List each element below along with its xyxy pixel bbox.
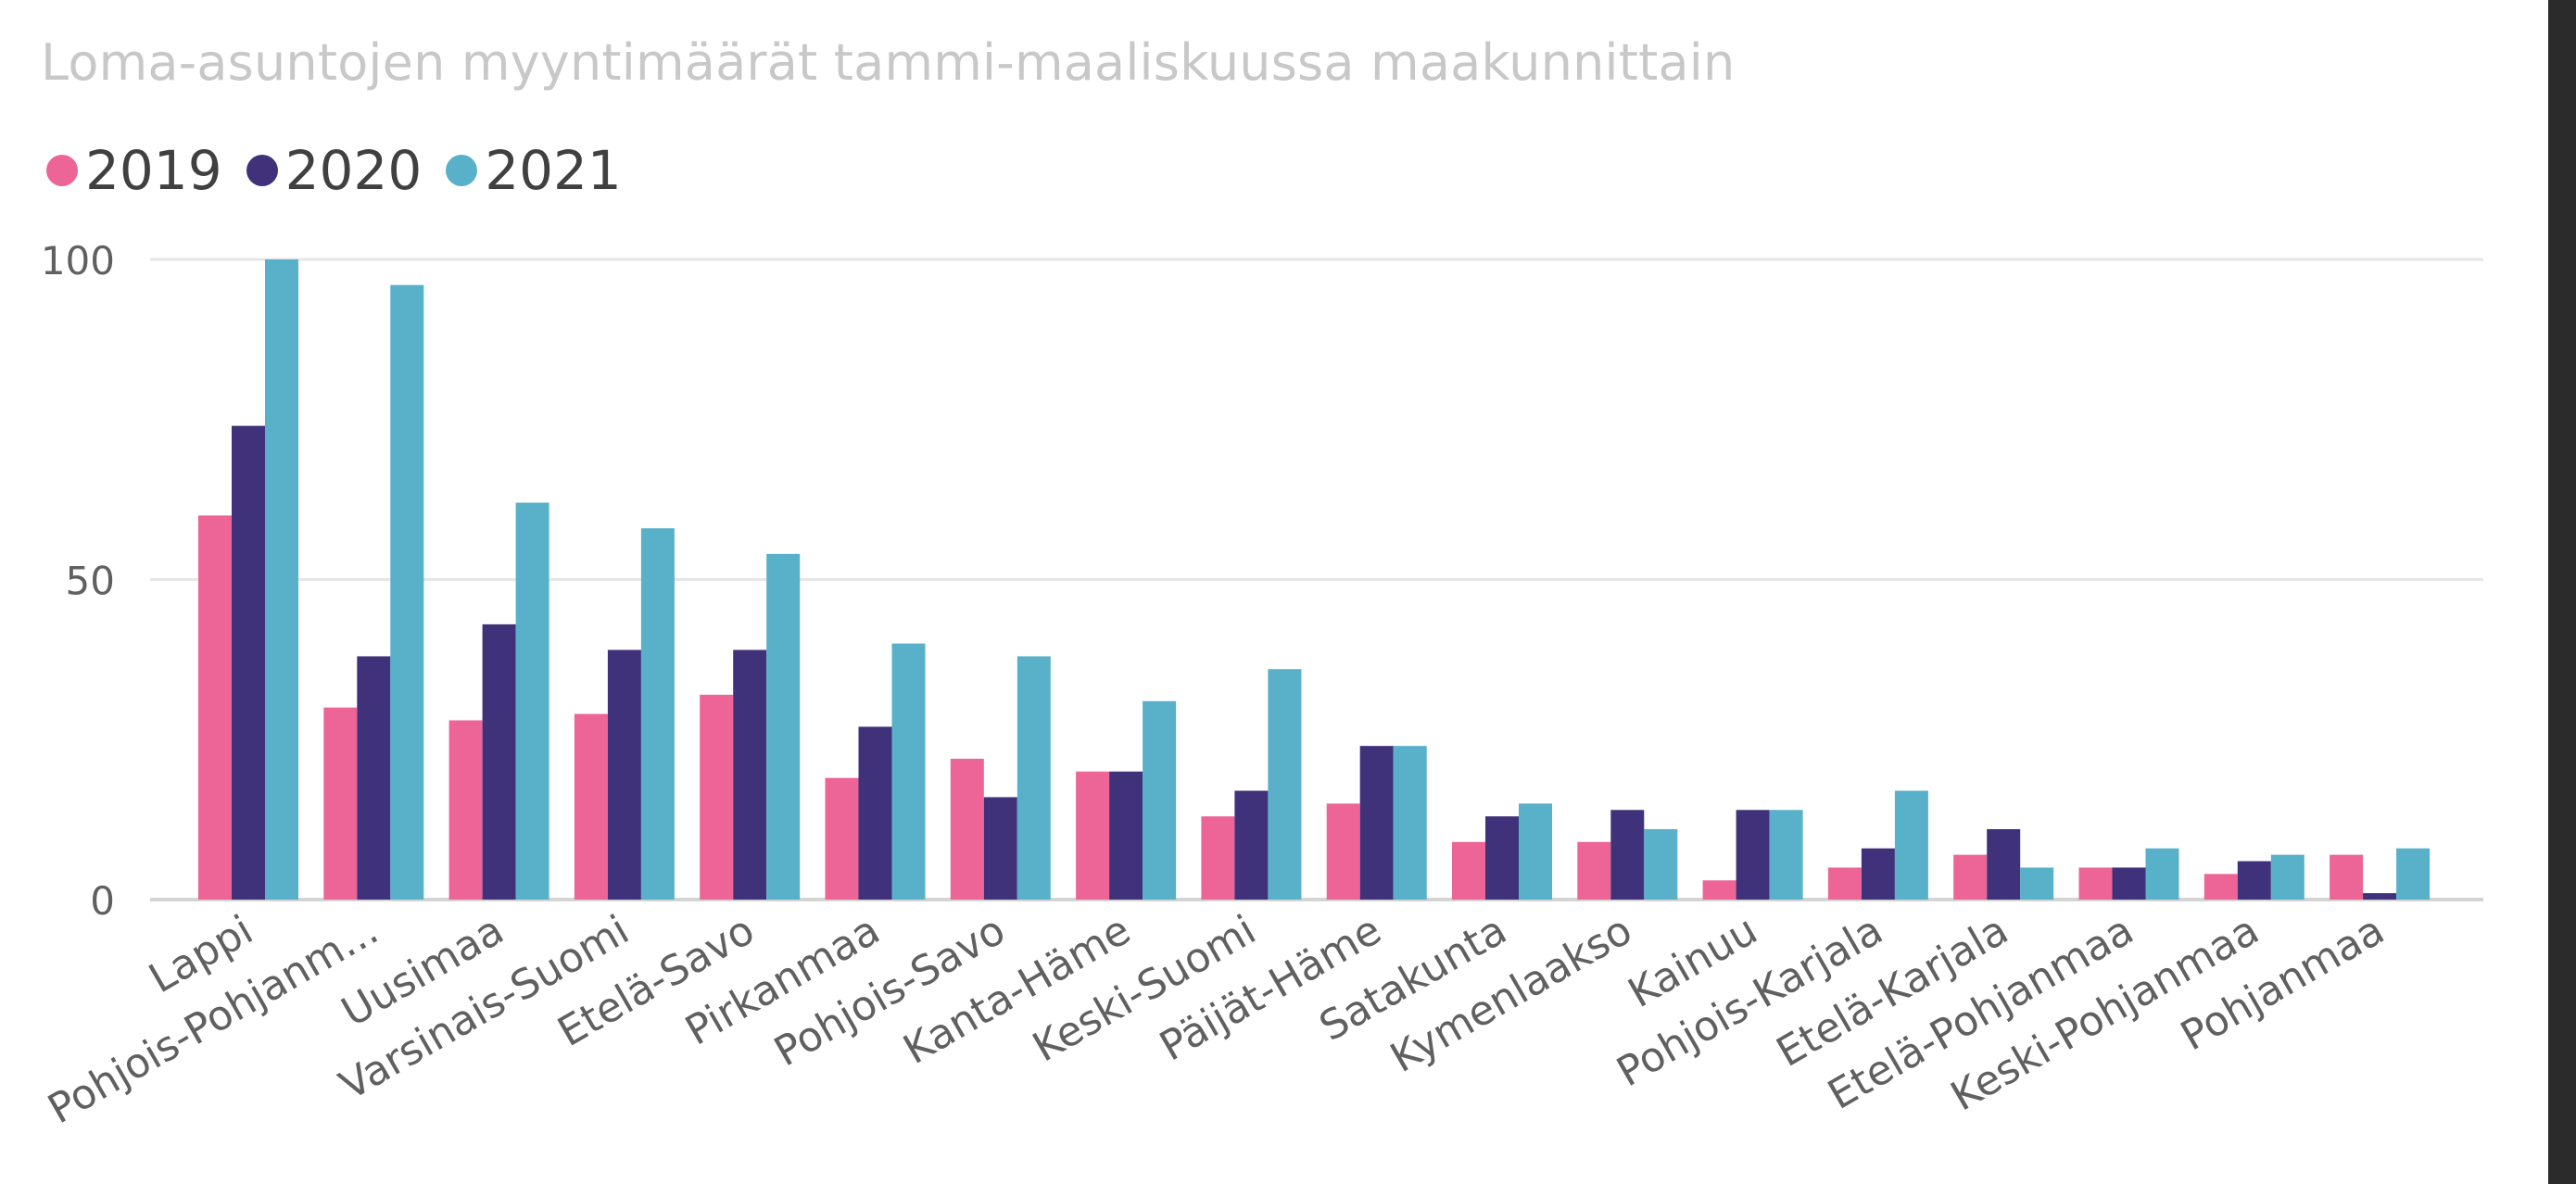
- x-axis-labels: LappiPohjois-Pohjanm...UusimaaVarsinais-…: [40, 906, 2392, 1133]
- bar-2021-14[interactable]: [2020, 867, 2054, 900]
- bar-2021-3[interactable]: [640, 528, 675, 900]
- legend: 2019 2020 2021: [46, 139, 646, 202]
- legend-label-2019: 2019: [85, 139, 222, 202]
- bar-2020-8[interactable]: [1234, 790, 1269, 900]
- bar-2021-2[interactable]: [515, 502, 549, 900]
- legend-item-2019[interactable]: 2019: [46, 139, 222, 202]
- legend-item-2021[interactable]: 2021: [446, 139, 622, 202]
- bar-2020-7[interactable]: [1109, 771, 1143, 900]
- legend-swatch-2021: [446, 155, 478, 186]
- bar-2019-16[interactable]: [2203, 874, 2238, 900]
- bar-2021-8[interactable]: [1268, 669, 1302, 900]
- y-tick-label: 100: [41, 238, 115, 283]
- y-axis-ticks: 0 50 100: [41, 238, 115, 924]
- bar-2020-9[interactable]: [1359, 746, 1394, 900]
- bar-2021-13[interactable]: [1894, 790, 1928, 900]
- bar-2020-17[interactable]: [2363, 893, 2397, 900]
- bar-2020-11[interactable]: [1610, 810, 1645, 900]
- bar-2019-15[interactable]: [2078, 867, 2113, 900]
- bar-2020-4[interactable]: [733, 649, 767, 900]
- bar-2019-3[interactable]: [574, 713, 608, 900]
- bar-2020-0[interactable]: [232, 425, 265, 900]
- bar-2020-3[interactable]: [607, 649, 641, 900]
- bar-2020-13[interactable]: [1861, 848, 1895, 900]
- bar-2019-7[interactable]: [1076, 771, 1110, 900]
- legend-swatch-2020: [246, 155, 278, 186]
- y-tick-label: 50: [66, 559, 115, 604]
- bar-2021-6[interactable]: [1017, 656, 1051, 900]
- bar-2019-1[interactable]: [323, 707, 358, 900]
- bar-2020-1[interactable]: [357, 656, 391, 900]
- bar-2021-9[interactable]: [1393, 746, 1427, 900]
- bar-2019-13[interactable]: [1827, 867, 1862, 900]
- bar-2021-17[interactable]: [2396, 848, 2431, 900]
- bar-2021-16[interactable]: [2270, 854, 2305, 900]
- bars: [198, 259, 2431, 900]
- bar-2019-6[interactable]: [950, 758, 984, 900]
- legend-swatch-2019: [46, 155, 78, 186]
- bar-2021-1[interactable]: [390, 284, 424, 900]
- bar-2020-6[interactable]: [983, 797, 1017, 900]
- bar-2019-11[interactable]: [1577, 841, 1611, 900]
- bar-2021-10[interactable]: [1519, 803, 1552, 900]
- legend-label-2021: 2021: [485, 139, 622, 202]
- legend-label-2020: 2020: [284, 139, 423, 202]
- bar-2020-14[interactable]: [1987, 828, 2021, 900]
- bar-2020-10[interactable]: [1485, 816, 1519, 900]
- bar-2019-12[interactable]: [1702, 880, 1736, 900]
- bar-2019-8[interactable]: [1201, 816, 1235, 900]
- bar-2019-9[interactable]: [1326, 803, 1360, 900]
- bar-2020-12[interactable]: [1736, 810, 1770, 900]
- legend-item-2020[interactable]: 2020: [246, 139, 423, 202]
- y-tick-label: 0: [90, 878, 115, 924]
- bar-2019-0[interactable]: [198, 515, 232, 900]
- bar-2021-15[interactable]: [2145, 848, 2179, 900]
- bar-2020-2[interactable]: [482, 623, 516, 900]
- bar-2021-7[interactable]: [1143, 700, 1177, 900]
- chart-title: Loma-asuntojen myyntimäärät tammi-maalis…: [41, 33, 1736, 92]
- bar-2020-5[interactable]: [858, 726, 892, 900]
- bar-2020-16[interactable]: [2237, 861, 2271, 900]
- bar-2021-0[interactable]: [265, 259, 298, 900]
- bar-2019-14[interactable]: [1953, 854, 1988, 900]
- bar-2019-5[interactable]: [825, 777, 859, 900]
- bar-2019-17[interactable]: [2330, 854, 2364, 900]
- bar-2021-5[interactable]: [891, 643, 926, 900]
- window-edge-bar: [2548, 0, 2576, 1184]
- bar-2021-4[interactable]: [766, 553, 801, 900]
- bar-2019-4[interactable]: [700, 694, 734, 900]
- bar-2019-2[interactable]: [448, 720, 483, 900]
- bar-2019-10[interactable]: [1452, 841, 1485, 900]
- bar-2021-11[interactable]: [1644, 828, 1678, 900]
- bar-2021-12[interactable]: [1769, 810, 1803, 900]
- bar-2020-15[interactable]: [2112, 867, 2146, 900]
